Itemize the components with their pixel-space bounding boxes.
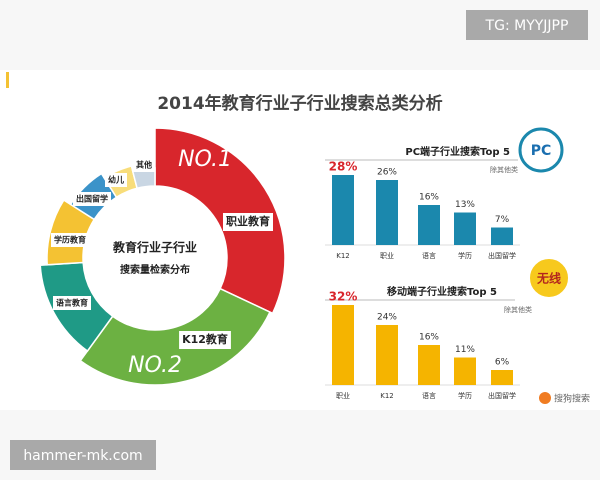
badge-label: PC	[531, 143, 552, 159]
segment-label: 出国留学	[76, 194, 108, 204]
x-tick-label: K12	[336, 252, 350, 260]
watermark: TG: MYYJJPP	[485, 18, 569, 34]
x-tick-label: 出国留学	[488, 251, 516, 260]
badge	[528, 257, 570, 299]
watermark: hammer-mk.com	[23, 448, 142, 464]
bar	[418, 205, 440, 245]
rank-annotation: NO.1	[178, 147, 232, 172]
center-label: 教育行业子行业	[112, 240, 197, 255]
watermark-box	[10, 440, 156, 470]
pie-segment	[79, 287, 271, 386]
label-box	[223, 213, 273, 231]
value-label: 28%	[329, 160, 358, 174]
bar	[454, 212, 476, 245]
bar-chart-title: PC端子行业搜索Top 5	[405, 145, 510, 158]
value-label: 32%	[329, 290, 358, 304]
accent	[6, 72, 9, 88]
x-tick-label: 出国留学	[488, 391, 516, 400]
bar	[491, 370, 513, 385]
segment-label: 学历教育	[54, 235, 86, 245]
label-box	[51, 233, 89, 247]
note: 除其他类	[504, 305, 532, 314]
center-disc	[85, 188, 225, 328]
segment-label: 幼儿	[108, 175, 124, 185]
value-label: 16%	[419, 333, 439, 343]
label-box	[105, 173, 127, 187]
value-label: 26%	[377, 168, 397, 178]
x-tick-label: 语言	[422, 391, 436, 400]
value-label: 7%	[495, 215, 510, 225]
badge	[518, 127, 564, 173]
bar	[491, 227, 513, 245]
label-box	[133, 158, 155, 172]
bar	[418, 345, 440, 385]
x-tick-label: 学历	[458, 251, 472, 260]
x-tick-label: 职业	[380, 251, 394, 260]
badge-label: 无线	[536, 271, 561, 286]
value-label: 6%	[495, 358, 510, 368]
logo: 搜狗搜索	[554, 393, 590, 405]
x-tick-label: K12	[380, 392, 394, 400]
bar	[332, 305, 354, 385]
watermark-box	[466, 10, 588, 40]
x-tick-label: 学历	[458, 391, 472, 400]
bar	[332, 175, 354, 245]
value-label: 24%	[377, 313, 397, 323]
pie-segment	[154, 127, 286, 315]
title: 2014年教育行业子行业搜索总类分析	[157, 93, 442, 114]
center-label: 搜索量检索分布	[120, 263, 190, 276]
segment-label: 其他	[136, 160, 152, 170]
value-label: 13%	[455, 200, 475, 210]
logo-icon	[539, 392, 551, 404]
value-label: 11%	[455, 345, 475, 355]
rank-annotation: NO.2	[128, 353, 182, 378]
x-tick-label: 职业	[336, 391, 350, 400]
segment-label: K12教育	[182, 332, 228, 346]
value-label: 16%	[419, 193, 439, 203]
label-box	[73, 192, 111, 206]
bar	[376, 180, 398, 245]
segment-label: 职业教育	[226, 214, 270, 228]
label-box	[179, 331, 231, 349]
x-tick-label: 语言	[422, 251, 436, 260]
bar	[454, 357, 476, 385]
label-box	[53, 296, 91, 310]
bar-chart-title: 移动端子行业搜索Top 5	[387, 285, 497, 298]
note: 除其他类	[490, 165, 518, 174]
segment-label: 语言教育	[56, 298, 88, 308]
bar	[376, 325, 398, 385]
